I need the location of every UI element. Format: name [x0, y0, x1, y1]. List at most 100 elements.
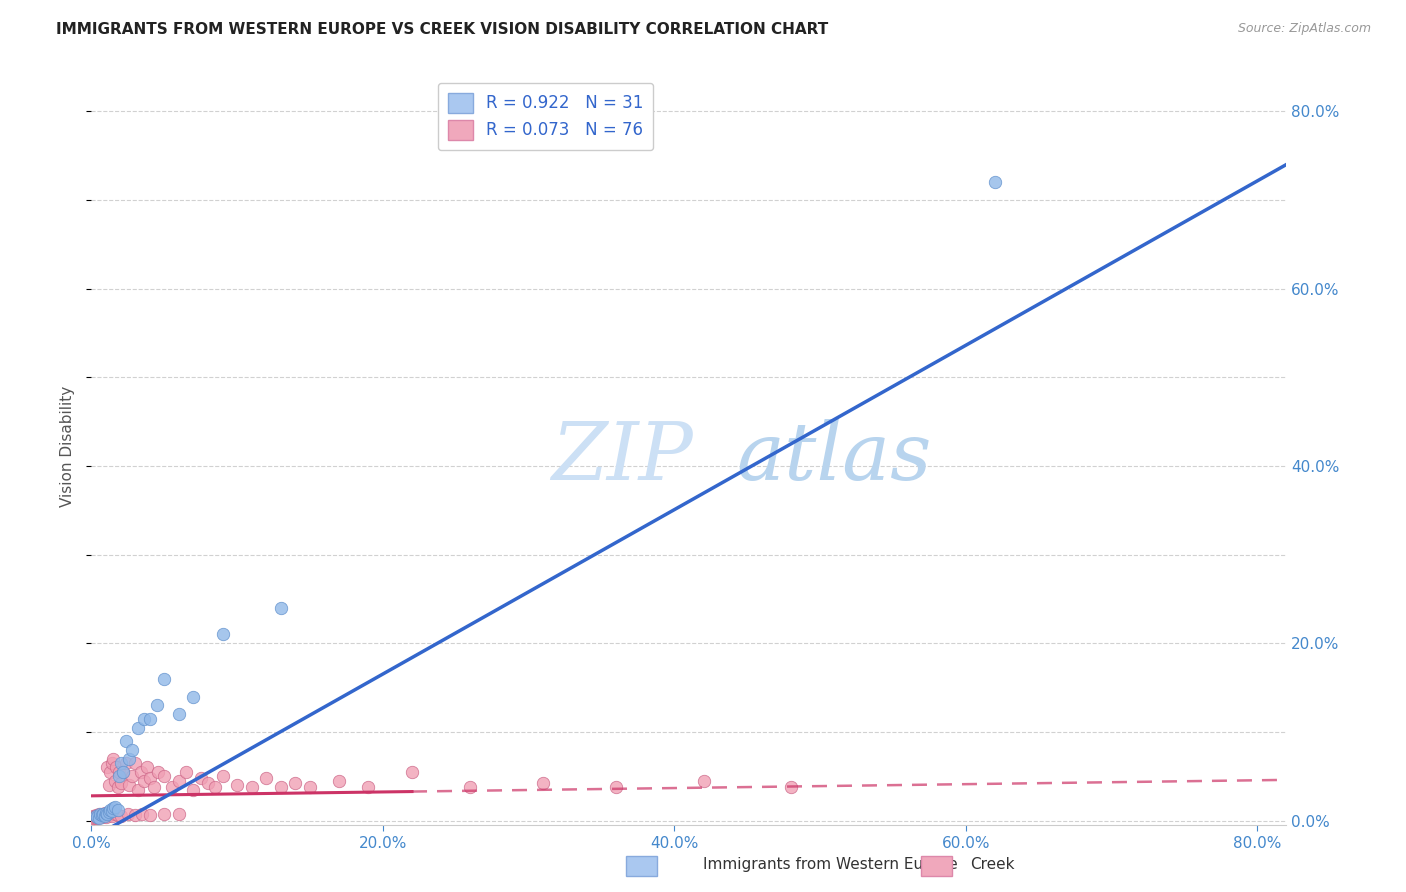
Point	[135, 760, 157, 774]
Point	[93, 809, 115, 823]
Point	[107, 780, 129, 794]
Point	[129, 764, 152, 779]
Point	[91, 808, 114, 822]
Point	[101, 756, 124, 770]
Point	[153, 807, 176, 822]
Point	[117, 807, 139, 822]
Point	[132, 712, 155, 726]
Point	[87, 810, 110, 824]
Point	[82, 811, 104, 825]
Point	[153, 672, 176, 686]
Text: atlas: atlas	[737, 418, 932, 496]
Point	[107, 808, 129, 822]
Point	[86, 810, 108, 824]
Point	[174, 764, 197, 779]
Point	[115, 756, 138, 770]
Point	[115, 734, 138, 748]
Point	[108, 769, 131, 783]
Point	[531, 776, 554, 790]
Point	[160, 780, 183, 794]
Point	[89, 807, 111, 822]
Point	[89, 809, 111, 823]
Point	[298, 780, 321, 794]
Point	[183, 782, 205, 797]
Point	[97, 805, 120, 819]
Point	[84, 808, 107, 822]
Point	[104, 807, 127, 822]
Point	[84, 809, 107, 823]
Text: Immigrants from Western Europe: Immigrants from Western Europe	[703, 857, 957, 872]
Point	[98, 764, 121, 779]
Point	[86, 811, 108, 825]
Point	[254, 771, 277, 785]
Point	[328, 773, 350, 788]
Point	[357, 780, 380, 794]
Point	[167, 806, 190, 821]
Point	[780, 780, 803, 794]
Point	[91, 806, 114, 821]
Point	[148, 764, 170, 779]
Text: ZIP: ZIP	[551, 418, 693, 496]
Point	[143, 780, 166, 794]
Point	[131, 807, 153, 822]
Legend: R = 0.922   N = 31, R = 0.073   N = 76: R = 0.922 N = 31, R = 0.073 N = 76	[437, 83, 654, 150]
Point	[146, 698, 169, 713]
Point	[167, 773, 190, 788]
Point	[112, 764, 135, 779]
Point	[204, 780, 226, 794]
Point	[460, 780, 482, 794]
Point	[94, 805, 117, 820]
Point	[226, 778, 249, 792]
Point	[93, 805, 115, 820]
Point	[138, 808, 160, 822]
Point	[89, 809, 111, 823]
Point	[138, 712, 160, 726]
Point	[101, 809, 124, 823]
Point	[97, 808, 120, 822]
Point	[105, 760, 128, 774]
Point	[93, 809, 115, 823]
Point	[121, 769, 143, 783]
Point	[82, 809, 104, 823]
Point	[127, 721, 149, 735]
Point	[96, 760, 118, 774]
Point	[183, 690, 205, 704]
Point	[284, 776, 307, 790]
Point	[104, 800, 127, 814]
Point	[270, 780, 292, 794]
Point	[90, 808, 112, 822]
Point	[118, 751, 141, 765]
Point	[103, 801, 125, 815]
Point	[108, 764, 131, 779]
Point	[132, 773, 155, 788]
Point	[104, 773, 127, 788]
Point	[240, 780, 263, 794]
Point	[91, 808, 114, 822]
Text: IMMIGRANTS FROM WESTERN EUROPE VS CREEK VISION DISABILITY CORRELATION CHART: IMMIGRANTS FROM WESTERN EUROPE VS CREEK …	[56, 22, 828, 37]
Point	[124, 808, 146, 822]
Point	[103, 751, 125, 765]
Y-axis label: Vision Disability: Vision Disability	[60, 385, 76, 507]
Point	[107, 803, 129, 817]
Point	[110, 776, 132, 790]
Point	[86, 810, 108, 824]
Point	[90, 810, 112, 824]
Point	[83, 811, 105, 825]
Point	[605, 780, 627, 794]
Point	[127, 782, 149, 797]
Point	[197, 776, 219, 790]
Point	[110, 756, 132, 770]
Point	[984, 175, 1007, 189]
Point	[401, 764, 423, 779]
Point	[211, 769, 233, 783]
Point	[97, 778, 120, 792]
Point	[118, 778, 141, 792]
Point	[98, 803, 121, 817]
Point	[94, 807, 117, 822]
Point	[153, 769, 176, 783]
Point	[101, 804, 124, 818]
Point	[167, 707, 190, 722]
Text: Creek: Creek	[970, 857, 1015, 872]
Point	[90, 806, 112, 821]
Point	[270, 600, 292, 615]
